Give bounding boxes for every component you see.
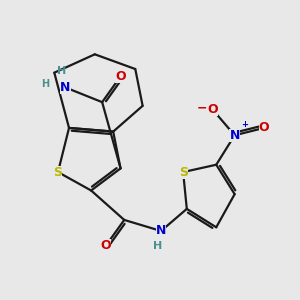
Text: N: N: [230, 129, 240, 142]
Text: N: N: [156, 224, 166, 238]
Text: H: H: [41, 79, 49, 89]
Text: S: S: [178, 166, 188, 178]
Text: S: S: [53, 166, 62, 178]
Text: −: −: [197, 101, 208, 114]
Text: H: H: [153, 242, 162, 251]
Text: N: N: [60, 81, 70, 94]
Text: O: O: [100, 239, 111, 252]
Text: O: O: [115, 70, 126, 83]
Text: O: O: [259, 122, 269, 134]
Text: O: O: [207, 103, 218, 116]
Text: H: H: [57, 66, 66, 76]
Text: +: +: [242, 121, 248, 130]
